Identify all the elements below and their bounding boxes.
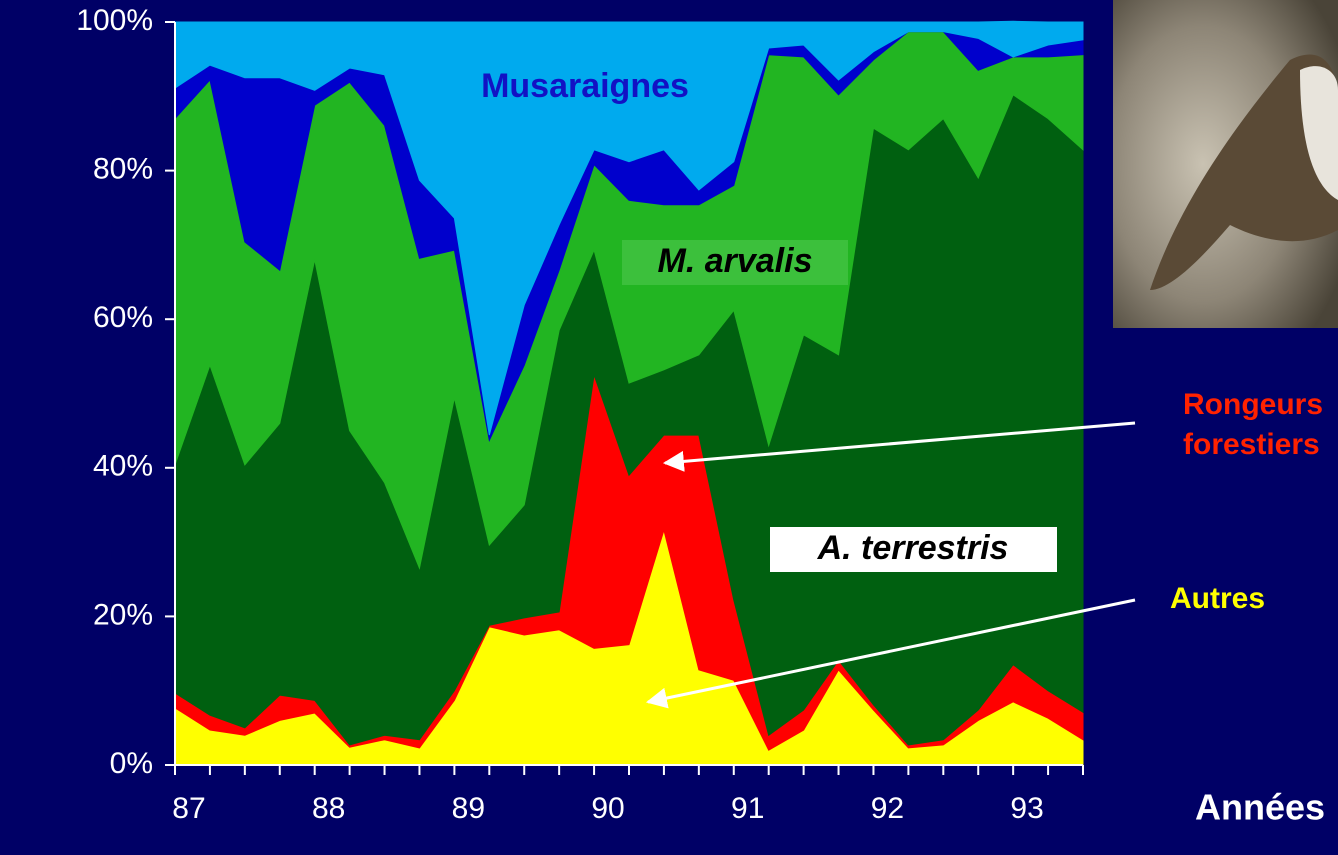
areas (174, 20, 1084, 766)
x-tick-label: 87 (172, 792, 205, 825)
x-tick-label: 91 (731, 792, 764, 825)
series-label: M. arvalis (658, 242, 813, 280)
y-tick-label: 0% (110, 747, 153, 780)
x-tick-label: 88 (312, 792, 345, 825)
axes: 0% 20% 40% 60% 80% 100% 87 88 89 90 91 92 93 (76, 4, 1084, 825)
x-axis-label: Années (1195, 787, 1325, 828)
x-tick-label: 89 (452, 792, 485, 825)
y-tick-label: 100% (76, 4, 153, 37)
area (174, 20, 1084, 436)
series-label: A. terrestris (817, 529, 1009, 567)
photo (1113, 0, 1338, 328)
y-tick-label: 80% (93, 153, 153, 186)
y-tick-label: 20% (93, 598, 153, 631)
y-tick-label: 60% (93, 301, 153, 334)
series-label: Rongeurs forestiers (1183, 388, 1324, 461)
x-tick-label: 90 (591, 792, 624, 825)
y-tick-label: 40% (93, 450, 153, 483)
x-tick-label: 92 (871, 792, 904, 825)
label-box (770, 527, 1057, 572)
series-label: Musaraignes (481, 67, 689, 105)
arrow (662, 421, 1136, 472)
label-box (622, 240, 848, 285)
arrow (645, 598, 1136, 709)
x-tick-label: 93 (1010, 792, 1043, 825)
series-label: Autres (1170, 582, 1265, 615)
